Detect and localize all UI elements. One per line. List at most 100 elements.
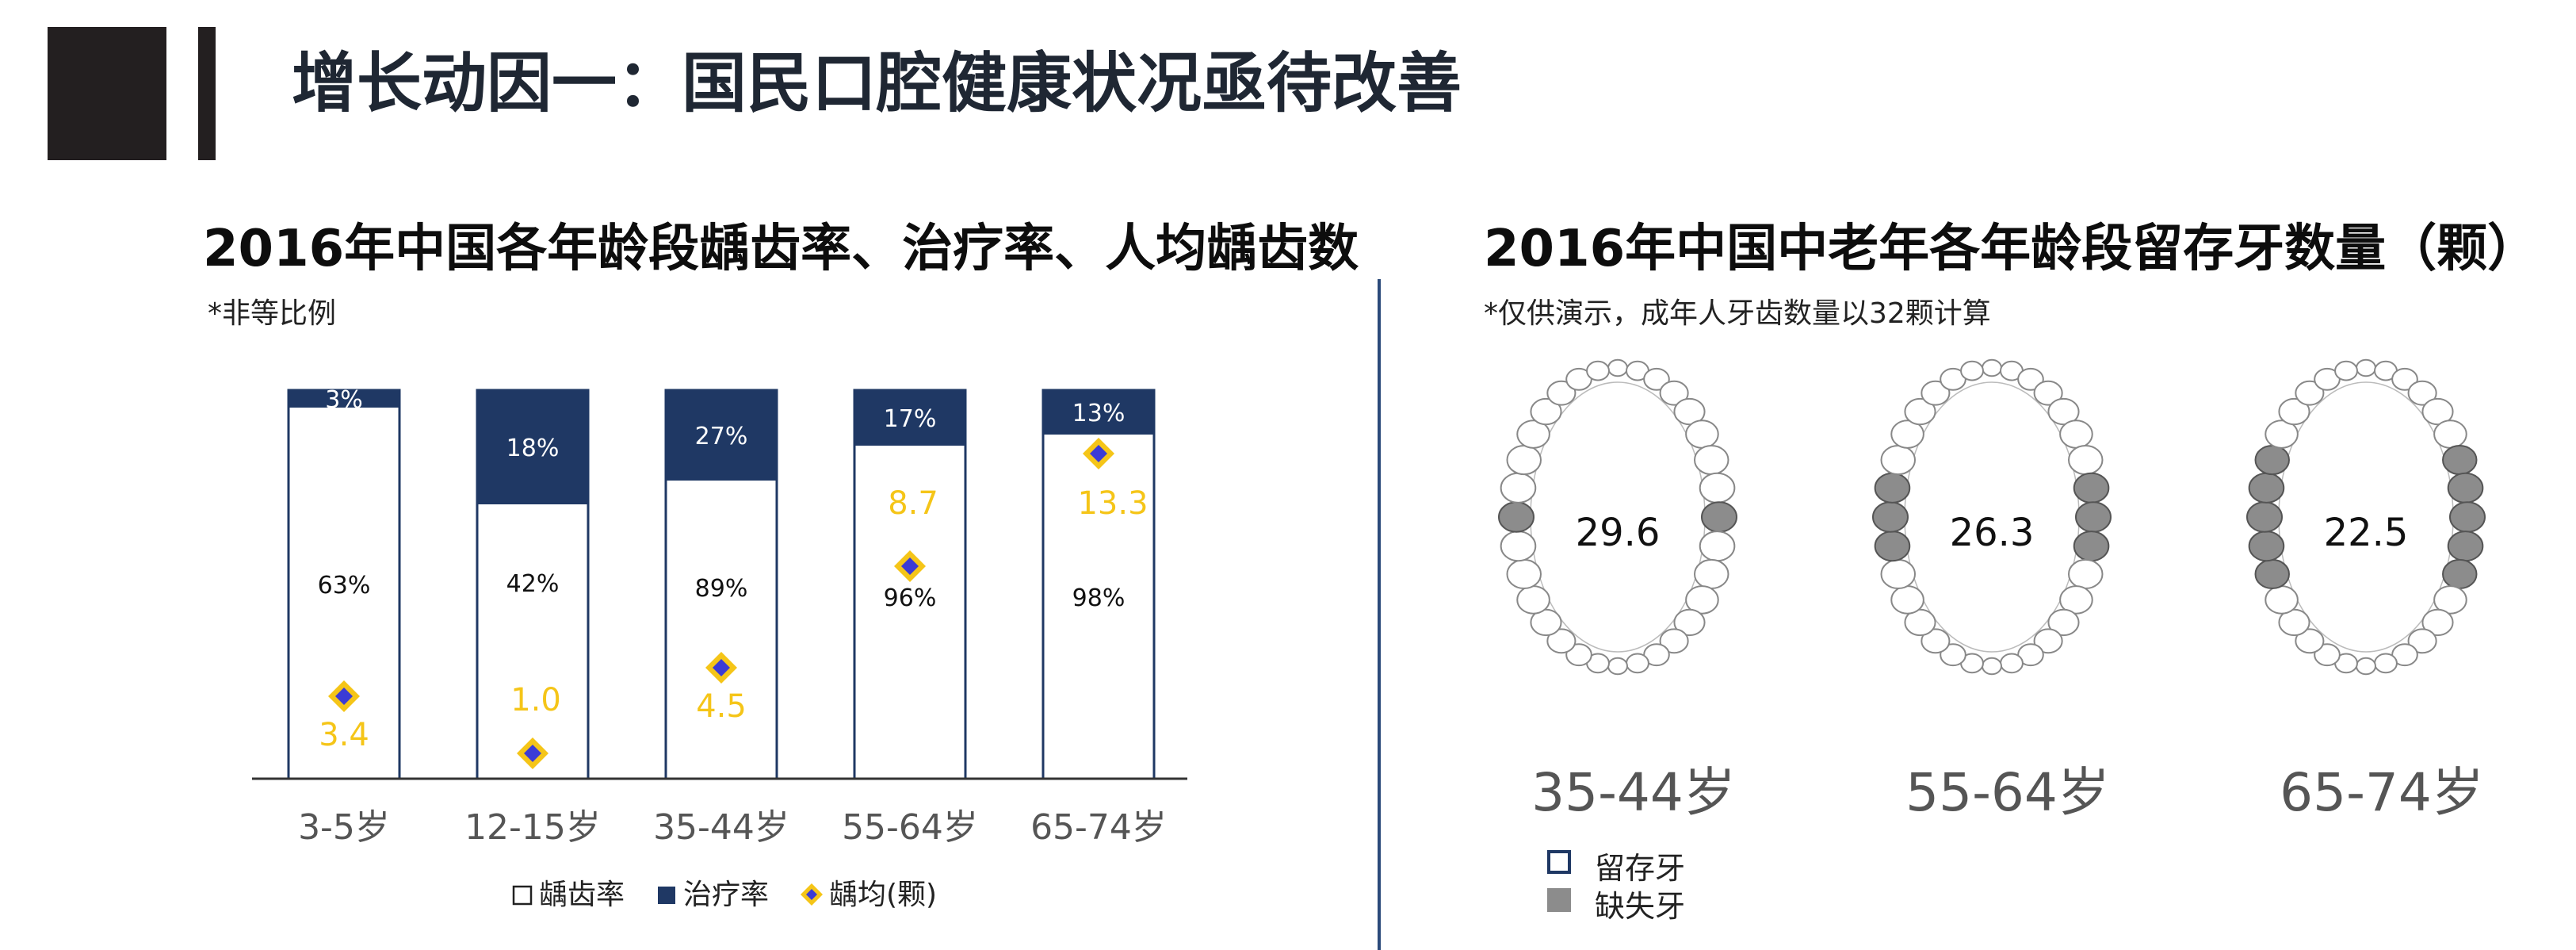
retained-tooth [1904, 397, 1936, 426]
x-tick-label: 3-5岁 [298, 807, 390, 848]
retained-tooth [1586, 360, 1610, 381]
missing-tooth [2254, 445, 2290, 476]
retained-tooth [2391, 367, 2418, 391]
bar-treatment-rate [477, 390, 588, 504]
retained-tooth [1565, 643, 1592, 667]
retained-tooth [1982, 358, 2002, 377]
retained-tooth [1685, 585, 1719, 615]
legend-caries-rate-label: 龋齿率 [539, 879, 625, 911]
retained-tooth [1904, 608, 1936, 637]
retained-tooth [2334, 360, 2358, 381]
retained-tooth [1607, 657, 1628, 676]
missing-tooth [2442, 445, 2478, 476]
dental-arch [1498, 358, 1737, 676]
retained-tooth [2265, 419, 2299, 449]
retained-tooth [1659, 380, 1689, 406]
missing-tooth [2254, 558, 2290, 589]
retained-tooth [1921, 628, 1951, 654]
caries-average-label: 1.0 [510, 682, 561, 718]
retained-tooth [1890, 585, 1924, 615]
retained-tooth [1643, 367, 1670, 391]
caries-rate-label: 63% [318, 572, 371, 599]
jaw-value-65-74: 22.5 [2323, 511, 2409, 555]
diamond-marker-core [1090, 445, 1107, 462]
diamond-marker-core [901, 557, 919, 575]
retained-tooth [2059, 419, 2093, 449]
retained-tooth [1659, 628, 1689, 654]
legend-caries-average-core [806, 889, 817, 900]
legend-caries-rate-swatch [512, 885, 533, 906]
legend-missing-label: 缺失牙 [1595, 889, 1686, 924]
retained-tooth [1982, 657, 2002, 676]
treatment-rate-label: 13% [1072, 400, 1126, 427]
retained-tooth [2407, 628, 2437, 654]
caries-average-label: 3.4 [319, 717, 369, 753]
retained-tooth [1607, 358, 1628, 377]
treatment-rate-label: 3% [325, 386, 363, 414]
jaw-age-55-64: 55-64岁 [1905, 762, 2110, 823]
caries-rate-label: 42% [506, 570, 560, 598]
retained-tooth [1500, 472, 1537, 504]
retained-tooth [2059, 585, 2093, 615]
retained-tooth [2278, 397, 2310, 426]
retained-tooth [2374, 653, 2398, 674]
x-tick-label: 35-44岁 [653, 807, 789, 848]
missing-tooth [2248, 472, 2285, 504]
retained-tooth [2356, 358, 2376, 377]
treatment-rate-label: 17% [884, 405, 937, 433]
retained-tooth [1516, 585, 1550, 615]
retained-tooth [2295, 628, 2325, 654]
right-chart-note: *仅供演示，成年人牙齿数量以32颗计算 [1484, 297, 1991, 330]
retained-tooth [2433, 585, 2467, 615]
retained-tooth [1694, 558, 1729, 589]
retained-tooth [1880, 445, 1916, 476]
treatment-rate-label: 27% [695, 423, 748, 450]
page-title: 增长动因一：国民口腔健康状况亟待改善 [292, 46, 1462, 121]
left-chart-title: 2016年中国各年龄段龋齿率、治疗率、人均龋齿数 [203, 220, 1359, 278]
bar-treatment-rate [289, 390, 399, 408]
bar-treatment-rate [1043, 390, 1154, 435]
retained-tooth [1694, 445, 1729, 476]
caries-rate-label: 98% [1072, 584, 1126, 612]
diamond-marker-core [335, 688, 353, 705]
retained-tooth [1546, 380, 1577, 406]
retained-tooth [2314, 643, 2341, 667]
retained-tooth [1673, 608, 1706, 637]
retained-tooth [1940, 643, 1966, 667]
retained-tooth [1546, 628, 1577, 654]
missing-tooth [1874, 472, 1911, 504]
missing-tooth [2442, 558, 2478, 589]
legend-caries-average-label: 龋均(颗) [829, 879, 937, 911]
missing-tooth [2073, 472, 2110, 504]
retained-tooth [2356, 657, 2376, 676]
diamond-marker-core [524, 745, 541, 762]
retained-tooth [2421, 397, 2454, 426]
legend-treatment-rate-label: 治疗率 [683, 879, 769, 911]
x-tick-label: 12-15岁 [464, 807, 601, 848]
jaw-age-65-74: 65-74岁 [2280, 762, 2484, 823]
legend-treatment-rate-swatch [658, 887, 675, 904]
retained-tooth [2017, 367, 2044, 391]
jaw-value-35-44: 29.6 [1575, 511, 1661, 555]
dental-arch [1872, 358, 2112, 676]
retained-tooth [2047, 397, 2080, 426]
retained-tooth [1530, 608, 1562, 637]
right-chart-title: 2016年中国中老年各年龄段留存牙数量（颗） [1484, 220, 2539, 278]
retained-tooth [1960, 360, 1984, 381]
retained-tooth [2433, 419, 2467, 449]
caries-average-label: 4.5 [696, 688, 747, 725]
retained-tooth [1890, 419, 1924, 449]
bar-treatment-rate [666, 390, 777, 481]
missing-tooth [2447, 472, 2484, 504]
retained-tooth [2068, 445, 2104, 476]
caries-rate-label: 89% [695, 575, 748, 603]
retained-tooth [2295, 380, 2325, 406]
diamond-marker-core [713, 659, 730, 676]
section-divider [1378, 279, 1381, 950]
retained-tooth [2278, 608, 2310, 637]
retained-tooth [1506, 558, 1542, 589]
retained-tooth [1626, 653, 1649, 674]
caries-rate-label: 96% [884, 584, 937, 612]
retained-tooth [1699, 472, 1736, 504]
